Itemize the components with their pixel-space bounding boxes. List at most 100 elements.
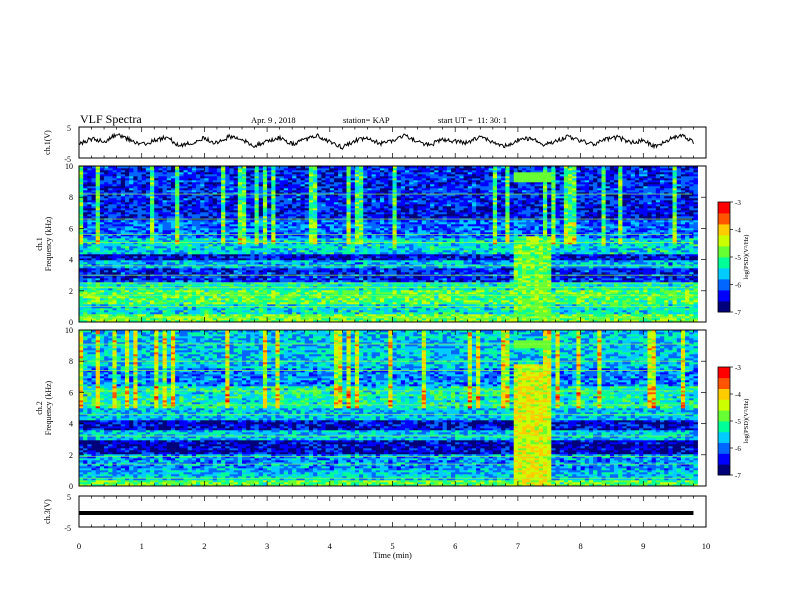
ch1-spec-cell [138,208,142,210]
ch1-spec-cell [96,196,100,198]
ch1-spec-cell [92,290,96,292]
ch1-spec-cell [100,212,104,214]
ch1-spec-cell [154,268,158,270]
ch1-spec-cell [150,304,154,306]
ch1-spec-cell [150,250,154,252]
ch1-spec-cell [92,314,96,316]
ch1-spec-cell [117,248,121,250]
ch1-spec-cell [154,198,158,200]
ch1-spec-cell [87,220,91,222]
ch1-spec-cell [163,208,167,210]
ch1-spec-cell [100,302,104,304]
ch1-spec-cell [129,188,133,190]
ch1-spec-cell [121,258,125,260]
ch1-spec-cell [154,246,158,248]
ch1-spec-cell [121,296,125,298]
ch1-spec-cell [142,182,146,184]
ch1-spec-cell [158,276,162,278]
ch1-spec-cell [142,318,146,320]
ch1-spec-cell [138,292,142,294]
ch1-spec-cell [138,230,142,232]
ch1-spec-cell [125,244,129,246]
ch1-spec-cell [117,250,121,252]
ch1-spec-cell [125,280,129,282]
ch1-spec-cell [163,250,167,252]
ch1-spec-cell [142,174,146,176]
ch1-spec-cell [108,266,112,268]
ch1-spec-cell [125,302,129,304]
ch1-spec-cell [96,246,100,248]
ch1-spec-cell [92,196,96,198]
ch1-spec-cell [83,308,87,310]
ch1-spec-cell [158,304,162,306]
ch1-spec-cell [87,254,91,256]
ch1-spec-cell [146,216,150,218]
ch1-spec-cell [129,238,133,240]
ch1-spec-cell [100,208,104,210]
ch1-spec-cell [121,232,125,234]
ch1-spec-cell [125,172,129,174]
ch1-spec-cell [154,214,158,216]
ch1-spec-cell [79,198,83,200]
ch1-spec-cell [79,270,83,272]
ch1-spec-cell [146,238,150,240]
ch1-spec-cell [158,216,162,218]
ch1-spec-cell [163,232,167,234]
ch1-spec-cell [112,318,116,320]
ch1-spec-cell [108,272,112,274]
ch1-spec-cell [121,290,125,292]
ch1-spec-cell [100,182,104,184]
ch1-spec-cell [96,302,100,304]
ch1-spec-cell [92,188,96,190]
ch1-spec-cell [125,248,129,250]
ch1-spec-cell [121,252,125,254]
ch1-spec-cell [138,266,142,268]
ch1-spec-cell [133,268,137,270]
ch1-spec-cell [104,284,108,286]
ch1-spec-cell [83,272,87,274]
ch1-spec-cell [146,262,150,264]
ch1-spec-cell [112,304,116,306]
ch1-spec-cell [100,314,104,316]
ch1-spec-cell [129,280,133,282]
ch1-spec-cell [87,296,91,298]
ch1-spec-cell [96,222,100,224]
ch1-spec-cell [112,238,116,240]
ch1-spec-cell [163,308,167,310]
ch1-spec-cell [138,258,142,260]
ch1-spec-cell [79,216,83,218]
ch1-spec-cell [129,200,133,202]
ch1-spec-cell [112,240,116,242]
ch1-spec-cell [163,256,167,258]
ch1-spec-cell [133,184,137,186]
ch1-spec-cell [167,302,171,304]
ch1-spec-cell [146,260,150,262]
ch1-spec-cell [87,190,91,192]
ch1-spec-cell [117,214,121,216]
ch1-spec-cell [117,258,121,260]
ch1-spec-cell [100,170,104,172]
ch1-spec-cell [158,222,162,224]
ch1-spec-cell [146,256,150,258]
ch1-spec-cell [167,204,171,206]
ch1-spec-cell [108,250,112,252]
ch1-spec-cell [146,240,150,242]
ch1-spec-cell [108,220,112,222]
ch1-spec-cell [112,288,116,290]
ch1-spec-cell [142,212,146,214]
ch1-spec-cell [112,280,116,282]
ch1-spec-cell [125,202,129,204]
ch1-spec-cell [150,214,154,216]
ch1-spec-cell [96,170,100,172]
ch1-spec-cell [117,244,121,246]
ch1-spec-cell [96,214,100,216]
ch1-spec-cell [108,262,112,264]
ch1-spec-cell [150,314,154,316]
ch1-spec-cell [104,246,108,248]
ch1-spec-cell [96,182,100,184]
ch1-spec-cell [154,256,158,258]
ch1-spec-cell [117,296,121,298]
ch1-spec-cell [83,278,87,280]
ch1-spec-cell [96,220,100,222]
ch1-spec-cell [163,176,167,178]
